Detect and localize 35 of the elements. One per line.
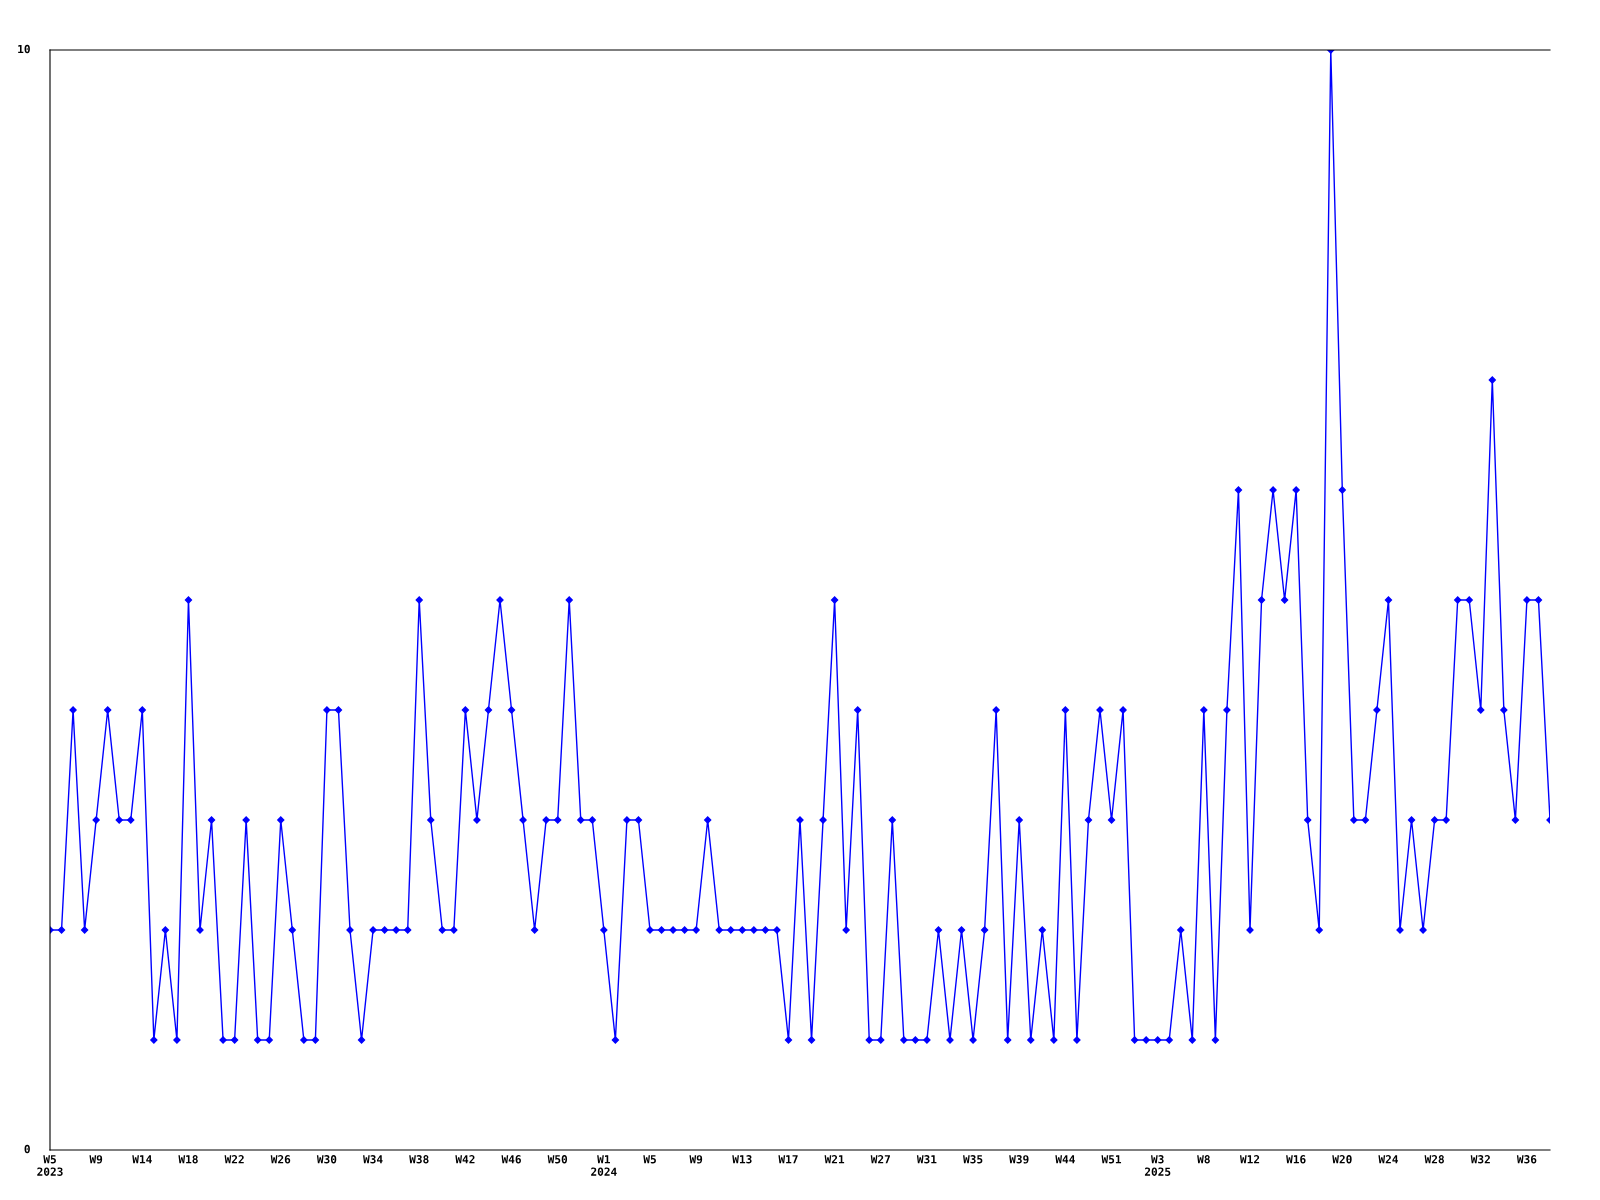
x-tick-label: W36 <box>1516 1155 1537 1164</box>
x-tick-label: W38 <box>409 1155 429 1164</box>
x-tick-label: W31 <box>916 1155 937 1164</box>
x-tick-label: W9 <box>689 1155 703 1164</box>
x-tick-label: W27 <box>870 1155 890 1164</box>
x-tick-label: W22 <box>224 1155 244 1164</box>
x-tick-label: W21 <box>824 1155 845 1164</box>
x-tick-label: W9 <box>89 1155 103 1164</box>
x-tick-label: W26 <box>270 1155 291 1164</box>
y-tick-label: 10 <box>18 44 30 54</box>
x-tick-label: W39 <box>1009 1155 1029 1164</box>
x-tick-label: W44 <box>1055 1155 1075 1164</box>
x-tick-label: W46 <box>501 1155 521 1164</box>
x-tick-label: W1 2024 <box>591 1155 617 1176</box>
x-tick-label: W34 <box>363 1155 383 1164</box>
x-tick-label: W51 <box>1101 1155 1122 1164</box>
x-tick-label: W35 <box>963 1155 983 1164</box>
x-tick-label: W5 2023 <box>37 1155 63 1176</box>
x-tick-label: W16 <box>1286 1155 1306 1164</box>
x-tick-label: W13 <box>732 1155 752 1164</box>
y-tick-label: 0 <box>24 1144 30 1154</box>
x-tick-label: W42 <box>455 1155 475 1164</box>
x-tick-label: W24 <box>1378 1155 1398 1164</box>
x-tick-label: W3 2025 <box>1144 1155 1171 1176</box>
x-tick-label: W32 <box>1470 1155 1490 1164</box>
x-tick-label: W20 <box>1332 1155 1352 1164</box>
x-tick-label: W14 <box>132 1155 152 1164</box>
x-tick-label: W28 <box>1424 1155 1444 1164</box>
x-tick-label: W30 <box>316 1155 337 1164</box>
x-tick-label: W5 <box>643 1155 656 1164</box>
x-tick-label: W50 <box>547 1155 568 1164</box>
x-tick-label: W12 <box>1239 1155 1260 1164</box>
x-tick-label: W8 <box>1197 1155 1210 1164</box>
x-tick-label: W17 <box>778 1155 798 1164</box>
x-tick-label: W18 <box>178 1155 198 1164</box>
